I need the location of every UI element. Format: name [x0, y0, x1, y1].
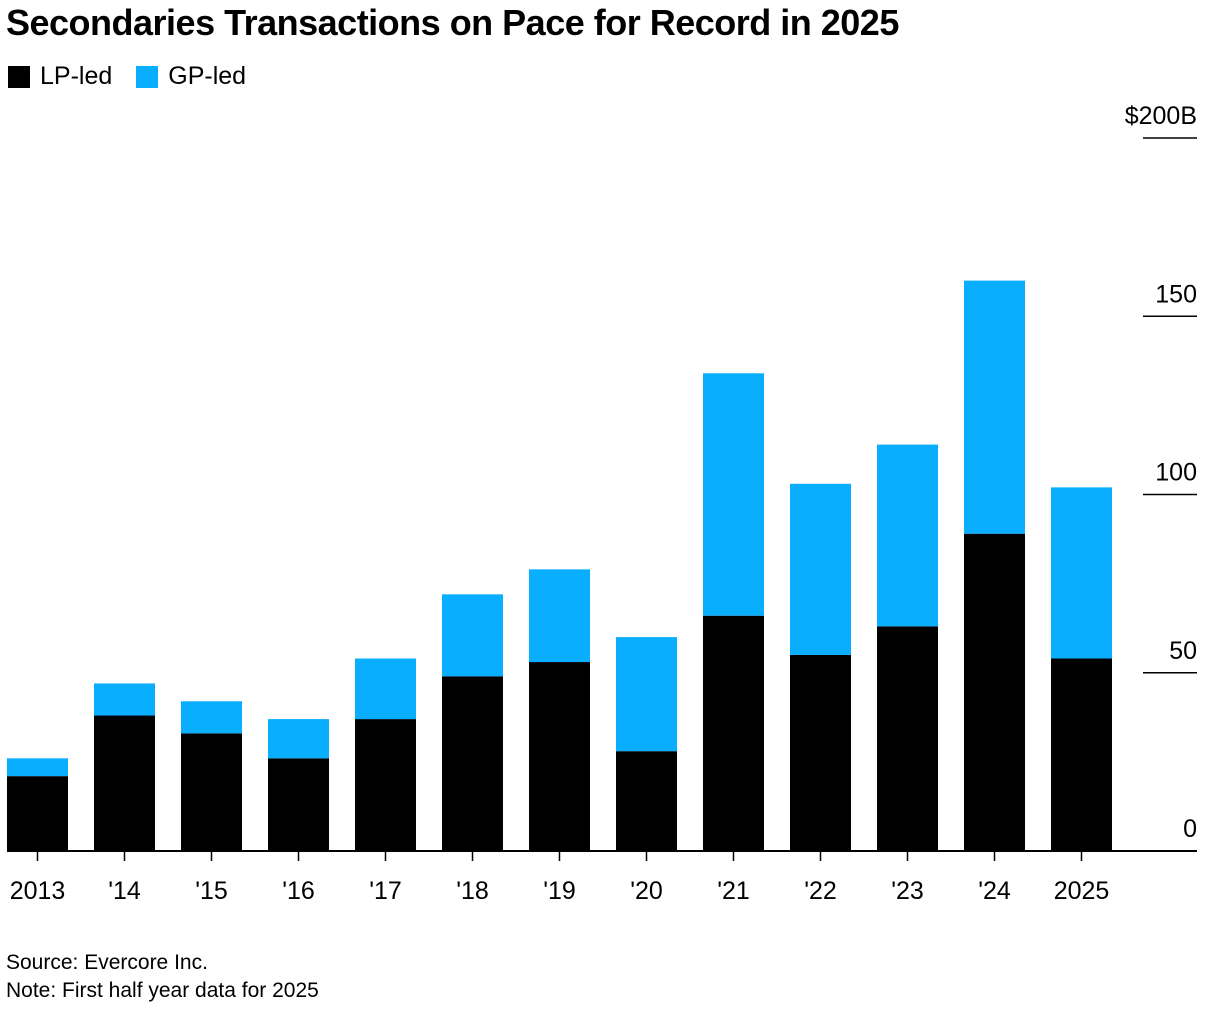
y-tick-label: 100 [1155, 459, 1197, 487]
x-tick-label: '14 [108, 877, 141, 905]
y-tick-label: 150 [1155, 280, 1197, 308]
x-tick-label: '24 [978, 877, 1011, 905]
bar-gp-led [181, 701, 242, 734]
legend-swatch-lp-led [8, 65, 30, 88]
legend-item-lp-led: LP-led [8, 62, 112, 91]
bar-gp-led [268, 719, 329, 759]
y-tick-label: 0 [1183, 815, 1197, 843]
bar-gp-led [7, 758, 68, 777]
bar-gp-led [877, 444, 938, 627]
bar-lp-led [1051, 658, 1112, 851]
y-tick-label: $200B [1125, 102, 1197, 130]
bar-lp-led [268, 758, 329, 851]
x-tick-label: '18 [456, 877, 489, 905]
bar-gp-led [94, 683, 155, 716]
x-tick-label: '19 [543, 877, 576, 905]
bar-gp-led [616, 637, 677, 752]
bar-gp-led [1051, 487, 1112, 659]
x-tick-label: 2025 [1054, 877, 1110, 905]
bar-lp-led [703, 615, 764, 851]
x-tick-label: 2013 [10, 877, 66, 905]
footnote: Note: First half year data for 2025 [6, 979, 319, 1002]
bar-lp-led [529, 662, 590, 851]
bar-lp-led [877, 626, 938, 851]
bar-gp-led [964, 280, 1025, 534]
x-tick-label: '16 [282, 877, 315, 905]
legend-label-lp-led: LP-led [40, 62, 113, 90]
legend: LP-led GP-led [8, 62, 246, 91]
x-tick-label: '21 [717, 877, 750, 905]
chart-title: Secondaries Transactions on Pace for Rec… [6, 2, 899, 43]
bar-lp-led [7, 776, 68, 851]
legend-item-gp-led: GP-led [136, 62, 246, 91]
y-tick-label: 50 [1169, 637, 1197, 665]
bar-lp-led [94, 715, 155, 851]
x-tick-label: '23 [891, 877, 924, 905]
bar-gp-led [703, 373, 764, 616]
bar-lp-led [964, 533, 1025, 851]
bar-lp-led [181, 733, 242, 851]
source-note: Source: Evercore Inc. [6, 951, 208, 974]
bar-gp-led [442, 594, 503, 677]
bar-lp-led [790, 654, 851, 851]
legend-label-gp-led: GP-led [168, 62, 247, 90]
bar-gp-led [355, 658, 416, 720]
bar-lp-led [355, 719, 416, 851]
bar-gp-led [529, 569, 590, 663]
bar-lp-led [616, 751, 677, 851]
legend-swatch-gp-led [136, 65, 159, 88]
bar-lp-led [442, 676, 503, 851]
x-tick-label: '15 [195, 877, 228, 905]
x-tick-label: '20 [630, 877, 663, 905]
x-tick-label: '17 [369, 877, 402, 905]
x-tick-label: '22 [804, 877, 837, 905]
bar-gp-led [790, 483, 851, 655]
